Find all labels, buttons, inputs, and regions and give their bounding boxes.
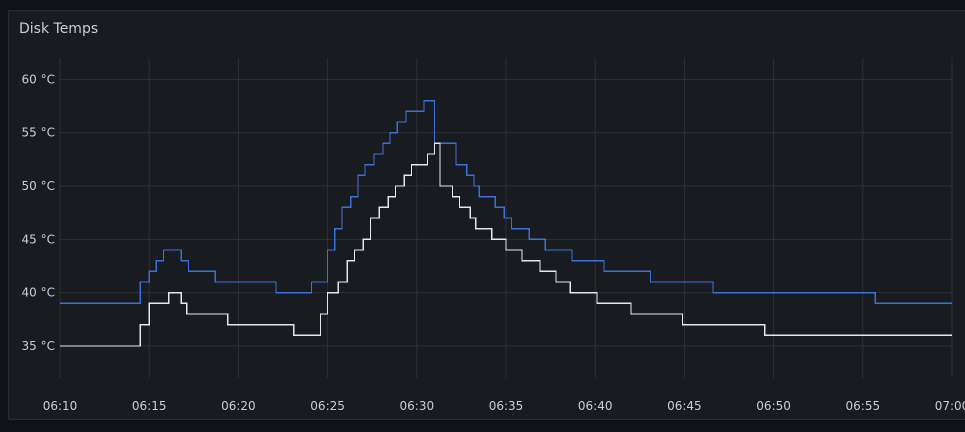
y-tick-label: 35 °C <box>22 339 55 353</box>
y-tick-label: 50 °C <box>22 179 55 193</box>
x-tick-label: 06:15 <box>132 399 167 413</box>
x-tick-label: 06:50 <box>756 399 791 413</box>
panel-title: Disk Temps <box>19 21 99 37</box>
x-tick-label: 07:00 <box>935 399 965 413</box>
series-line-2 <box>60 142 952 347</box>
y-axis: 35 °C 40 °C 45 °C 50 °C 55 °C 60 °C <box>22 72 55 353</box>
x-tick-label: 06:55 <box>846 399 881 413</box>
x-tick-label: 06:30 <box>400 399 435 413</box>
x-tick-label: 06:40 <box>578 399 613 413</box>
y-tick-label: 60 °C <box>22 72 55 86</box>
series-group <box>60 100 952 347</box>
disk-temps-panel: Disk Temps <box>8 10 965 420</box>
x-tick-label: 06:45 <box>667 399 702 413</box>
series-line-1 <box>60 100 952 304</box>
x-tick-label: 06:10 <box>43 399 78 413</box>
x-tick-label: 06:20 <box>221 399 256 413</box>
x-axis: 06:10 06:15 06:20 06:25 06:30 06:35 06:40 06:45… <box>43 399 965 413</box>
y-tick-label: 55 °C <box>22 126 55 140</box>
x-tick-label: 06:35 <box>489 399 524 413</box>
y-tick-label: 40 °C <box>22 286 55 300</box>
x-tick-label: 06:25 <box>310 399 345 413</box>
y-tick-label: 45 °C <box>22 232 55 246</box>
